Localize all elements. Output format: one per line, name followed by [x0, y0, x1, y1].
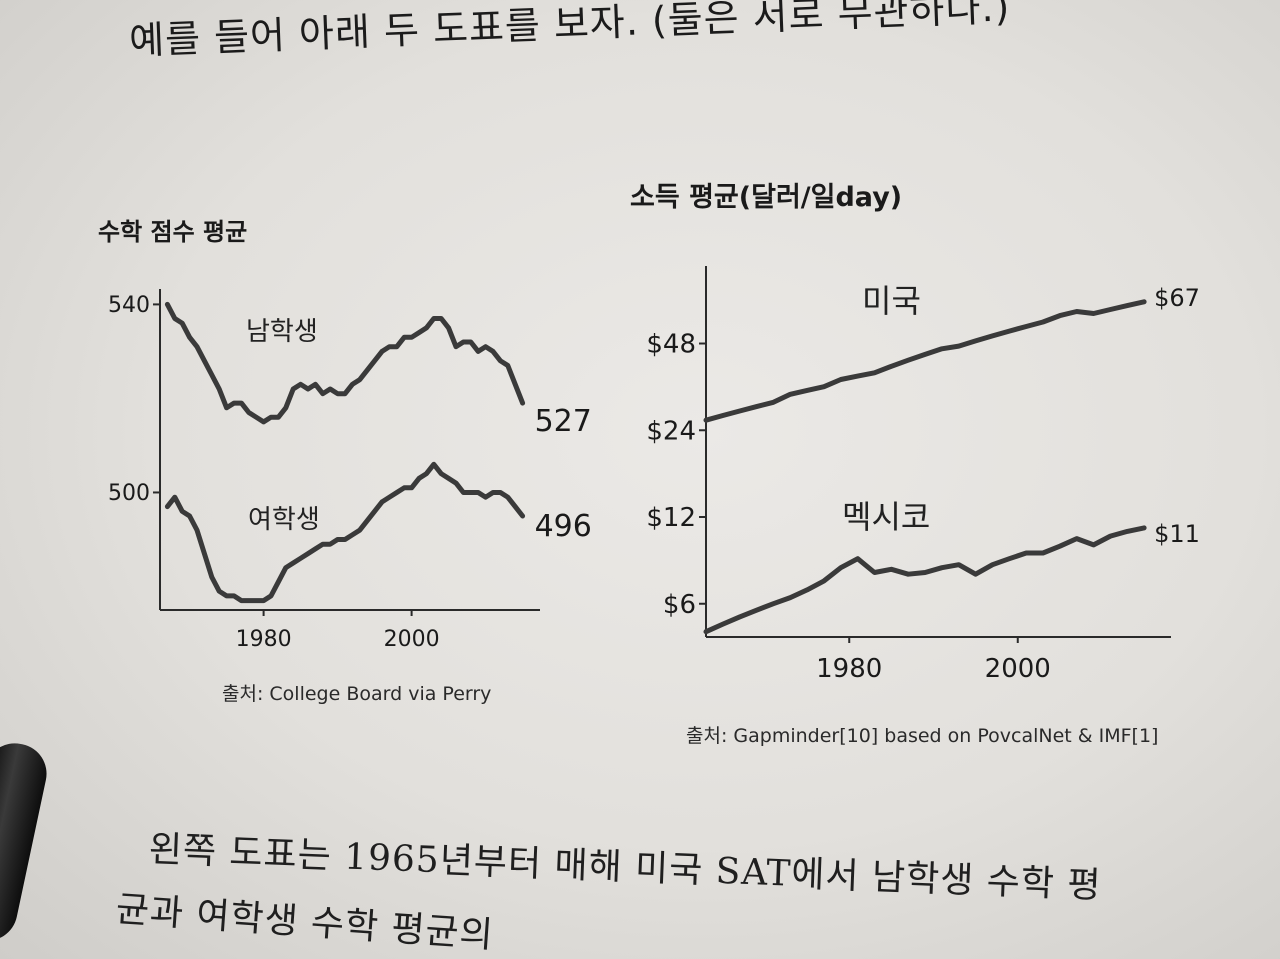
series-line: [703, 525, 1147, 635]
series-name-label: 여학생: [248, 505, 320, 535]
y-tick-label: 500: [108, 481, 150, 506]
income-chart: 소득 평균(달러/일day) 출처: Gapminder[10] based on…: [630, 182, 1200, 747]
series-end-label: 527: [535, 404, 592, 439]
series-name-label: 남학생: [246, 317, 318, 347]
series-end-label: $67: [1154, 284, 1200, 312]
x-tick-label: 2000: [985, 654, 1051, 684]
series-line: [164, 301, 526, 425]
y-tick-label: $24: [646, 416, 696, 446]
chart-source: 출처: College Board via Perry: [222, 683, 491, 705]
series-name-label: 미국: [862, 282, 921, 320]
chart-title: 수학 점수 평균: [98, 218, 247, 246]
x-tick-label: 1980: [236, 627, 292, 652]
x-tick-label: 2000: [384, 627, 440, 652]
series-line: [164, 461, 526, 604]
chart-title: 소득 평균(달러/일day): [630, 182, 902, 213]
series-end-label: 496: [535, 509, 592, 544]
series-line: [703, 299, 1147, 423]
series-end-label: $11: [1154, 520, 1200, 548]
y-tick-label: $6: [663, 590, 696, 620]
y-tick-label: 540: [108, 293, 150, 318]
series-name-label: 멕시코: [842, 498, 930, 536]
y-tick-label: $48: [646, 330, 696, 360]
chart-source: 출처: Gapminder[10] based on PovcalNet & I…: [686, 725, 1158, 747]
y-tick-label: $12: [646, 503, 696, 533]
x-tick-label: 1980: [816, 654, 882, 684]
